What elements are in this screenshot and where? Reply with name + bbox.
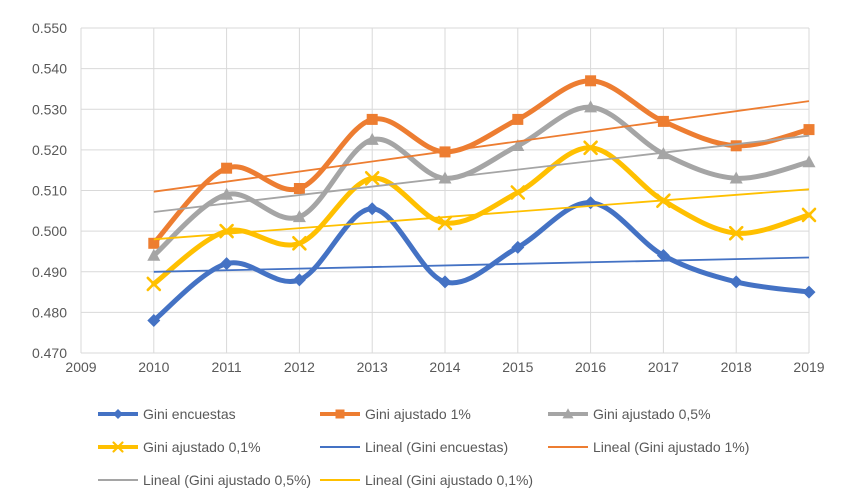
y-axis-tick-label: 0.550 (32, 20, 67, 36)
data-point-triangle (365, 132, 379, 145)
legend-label: Lineal (Gini ajustado 0,1%) (365, 471, 534, 488)
data-point-diamond (656, 249, 670, 262)
data-point-x (510, 185, 526, 200)
data-point-triangle (220, 187, 234, 200)
y-axis-tick-label: 0.490 (32, 264, 67, 280)
legend-item-lineal-gini-ajustado-0-5: Lineal (Gini ajustado 0,5%) (98, 463, 320, 496)
data-point-diamond (438, 275, 452, 289)
data-point-triangle (729, 171, 743, 184)
plot-area: 0.550 0.540 0.530 0.520 0.510 0.500 0.490 0.480… (32, 20, 825, 375)
data-point-square (512, 113, 524, 125)
data-point-triangle (511, 139, 525, 151)
x-axis-tick-label: 2019 (793, 359, 824, 375)
legend-label: Lineal (Gini ajustado 1%) (593, 438, 750, 455)
data-point-diamond (113, 408, 123, 419)
x-axis-tick-label: 2011 (212, 359, 242, 375)
y-axis-tick-label: 0.470 (32, 345, 67, 361)
data-point-diamond (511, 240, 525, 254)
data-point-x (292, 236, 307, 251)
series-line (151, 78, 812, 246)
legend-item-lineal-gini-ajustado-0-1: Lineal (Gini ajustado 0,1%) (320, 463, 548, 496)
data-point-square (803, 124, 815, 136)
x-axis-tick-label: 2016 (575, 359, 606, 375)
data-point-diamond (584, 196, 598, 210)
trend-line (153, 188, 810, 241)
legend-item-gini-ajustado-1: Gini ajustado 1% (320, 397, 548, 430)
data-point-x (801, 207, 817, 223)
y-axis-tick-label: 0.480 (32, 304, 67, 320)
x-axis-tick-label: 2014 (429, 359, 460, 375)
x-axis-tick-label: 2018 (721, 359, 752, 375)
data-point-square (730, 140, 742, 152)
data-point-x (364, 171, 380, 186)
data-point-diamond (365, 202, 379, 216)
data-point-square (148, 237, 160, 249)
legend-item-gini-ajustado-0-5: Gini ajustado 0,5% (548, 397, 749, 430)
data-point-diamond (220, 257, 234, 271)
x-axis-tick-label: 2015 (502, 359, 533, 375)
y-axis-tick-label: 0.530 (32, 101, 67, 117)
trend-line (153, 256, 810, 273)
legend-item-lineal-gini-encuestas: Lineal (Gini encuestas) (320, 430, 548, 463)
legend-swatch-icon (548, 407, 588, 418)
data-point-triangle (562, 407, 574, 418)
legend-label: Gini encuestas (143, 405, 236, 422)
data-point-diamond (729, 275, 743, 289)
data-point-x (112, 440, 124, 453)
data-point-x (437, 215, 453, 231)
data-point-triangle (147, 248, 161, 261)
legend-swatch-icon (98, 440, 138, 453)
data-point-square (366, 113, 378, 125)
trend-line (153, 100, 810, 193)
data-point-square (335, 409, 345, 418)
y-axis-tick-label: 0.500 (32, 223, 67, 239)
trend-line (153, 134, 810, 213)
data-point-diamond (802, 285, 816, 299)
legend-swatch-icon (320, 478, 360, 481)
data-point-diamond (147, 314, 161, 327)
x-axis-tick-label: 2017 (648, 359, 679, 375)
legend-label: Lineal (Gini ajustado 0,5%) (143, 471, 312, 488)
data-point-x (583, 140, 598, 156)
data-point-x (146, 276, 162, 292)
data-point-x (219, 223, 234, 239)
x-axis-tick-label: 2010 (138, 359, 169, 375)
legend-item-gini-encuestas: Gini encuestas (98, 397, 320, 430)
data-point-square (221, 162, 233, 174)
data-point-x (728, 225, 744, 241)
series-line (151, 200, 812, 323)
legend-swatch-icon (320, 409, 360, 418)
legend-swatch-icon (548, 445, 588, 448)
legend-label: Gini ajustado 0,5% (593, 405, 711, 422)
x-axis-tick-label: 2009 (65, 359, 96, 375)
y-axis-tick-label: 0.520 (32, 142, 67, 158)
data-point-square (585, 75, 597, 87)
y-axis-tick-label: 0.510 (32, 183, 67, 199)
legend-swatch-icon (98, 408, 138, 419)
legend-swatch-icon (98, 478, 138, 481)
series-line (151, 145, 812, 287)
chart-legend: Gini encuestas Gini ajustado 1% Gini ajust… (98, 397, 749, 496)
data-point-diamond (292, 273, 306, 287)
data-point-square (293, 183, 305, 194)
legend-swatch-icon (320, 445, 360, 448)
data-point-triangle (802, 155, 816, 168)
legend-label: Lineal (Gini encuestas) (365, 438, 509, 455)
x-axis-tick-label: 2013 (357, 359, 388, 375)
x-axis-tick-label: 2012 (284, 359, 315, 375)
y-axis-tick-label: 0.540 (32, 61, 67, 77)
legend-label: Gini ajustado 1% (365, 405, 471, 422)
data-point-triangle (292, 210, 306, 223)
legend-label: Gini ajustado 0,1% (143, 438, 261, 455)
series-line (151, 104, 812, 258)
data-point-triangle (584, 100, 598, 113)
legend-item-lineal-gini-ajustado-1: Lineal (Gini ajustado 1%) (548, 430, 749, 463)
legend-item-gini-ajustado-0-1: Gini ajustado 0,1% (98, 430, 320, 463)
